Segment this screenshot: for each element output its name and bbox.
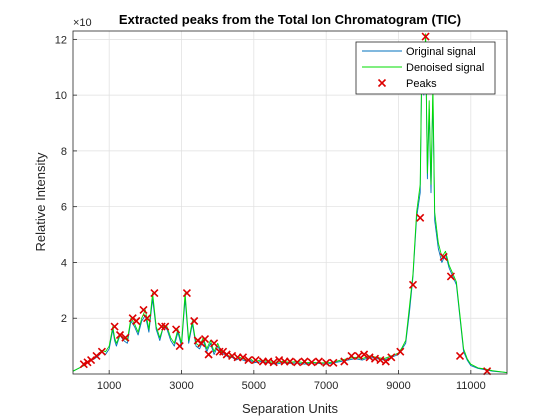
axis-tick-labels: 1000 3000 5000 7000 9000 11000 2 4 6 8 10 12: [55, 34, 486, 392]
legend-label-peaks: Peaks: [406, 78, 437, 90]
peak-marker: [446, 272, 455, 281]
peak-marker: [172, 325, 181, 334]
y-tick-label: 6: [61, 202, 67, 214]
peak-marker: [347, 351, 356, 360]
peak-marker: [150, 289, 159, 298]
peak-marker: [329, 358, 338, 367]
peak-marker: [204, 350, 213, 359]
peak-marker: [387, 353, 396, 362]
peak-marker: [110, 322, 119, 331]
peak-marker: [161, 322, 170, 331]
legend-label-denoised: Denoised signal: [406, 62, 484, 74]
peak-marker: [92, 351, 101, 360]
peak-marker: [182, 289, 191, 298]
y-tick-label: 8: [61, 146, 67, 158]
peak-marker: [322, 358, 331, 367]
peak-marker: [190, 316, 199, 326]
peak-marker: [396, 347, 405, 356]
peak-marker: [360, 350, 369, 359]
x-tick-label: 11000: [456, 380, 486, 392]
peak-marker: [97, 347, 106, 356]
peak-marker: [340, 357, 349, 366]
denoised-signal-line: [72, 33, 508, 374]
peak-marker: [139, 305, 148, 314]
peak-marker: [238, 353, 248, 362]
peak-marker: [115, 330, 125, 340]
y-tick-label: 10: [55, 90, 67, 102]
y-axis-label: Relative Intensity: [33, 152, 48, 251]
peak-marker: [408, 280, 418, 289]
peak-marker: [132, 316, 141, 326]
axes-box: [72, 30, 508, 375]
peak-marker: [293, 358, 302, 367]
peak-marker: [251, 356, 260, 365]
axis-ticks: [73, 38, 472, 374]
peak-marker: [210, 339, 219, 348]
series-layer: [72, 32, 508, 376]
legend: Original signal Denoised signal Peaks: [355, 41, 496, 95]
x-axis-label: Separation Units: [242, 401, 339, 416]
chart-title: Extracted peaks from the Total Ion Chrom…: [119, 12, 461, 27]
legend-label-original: Original signal: [406, 46, 476, 58]
peak-marker: [307, 358, 316, 367]
peak-marker: [416, 213, 425, 222]
peak-marker: [285, 357, 295, 366]
peak-marker: [200, 335, 210, 344]
peak-marker: [83, 358, 92, 367]
peak-marker: [175, 342, 184, 351]
peak-marker: [300, 357, 309, 366]
x-tick-label: 9000: [386, 380, 410, 392]
y-exponent-label: ×10: [73, 17, 92, 29]
x-tick-label: 5000: [242, 380, 266, 392]
y-tick-label: 4: [61, 257, 67, 269]
peak-marker: [121, 333, 130, 342]
y-tick-label: 2: [61, 313, 67, 325]
y-tick-label: 12: [55, 34, 67, 46]
peak-marker: [483, 367, 492, 376]
x-tick-label: 1000: [97, 380, 121, 392]
peak-marker: [244, 356, 253, 365]
x-tick-label: 7000: [314, 380, 338, 392]
peak-marker: [421, 32, 430, 41]
legend-swatch-peaks: [377, 78, 387, 88]
x-tick-label: 3000: [169, 380, 193, 392]
peak-marker: [143, 314, 152, 323]
peak-marker: [455, 351, 465, 360]
peak-marker: [269, 358, 278, 367]
peak-marker: [439, 252, 448, 261]
peak-marker: [314, 357, 323, 366]
peak-marker: [87, 356, 96, 365]
peak-marker: [381, 357, 390, 366]
